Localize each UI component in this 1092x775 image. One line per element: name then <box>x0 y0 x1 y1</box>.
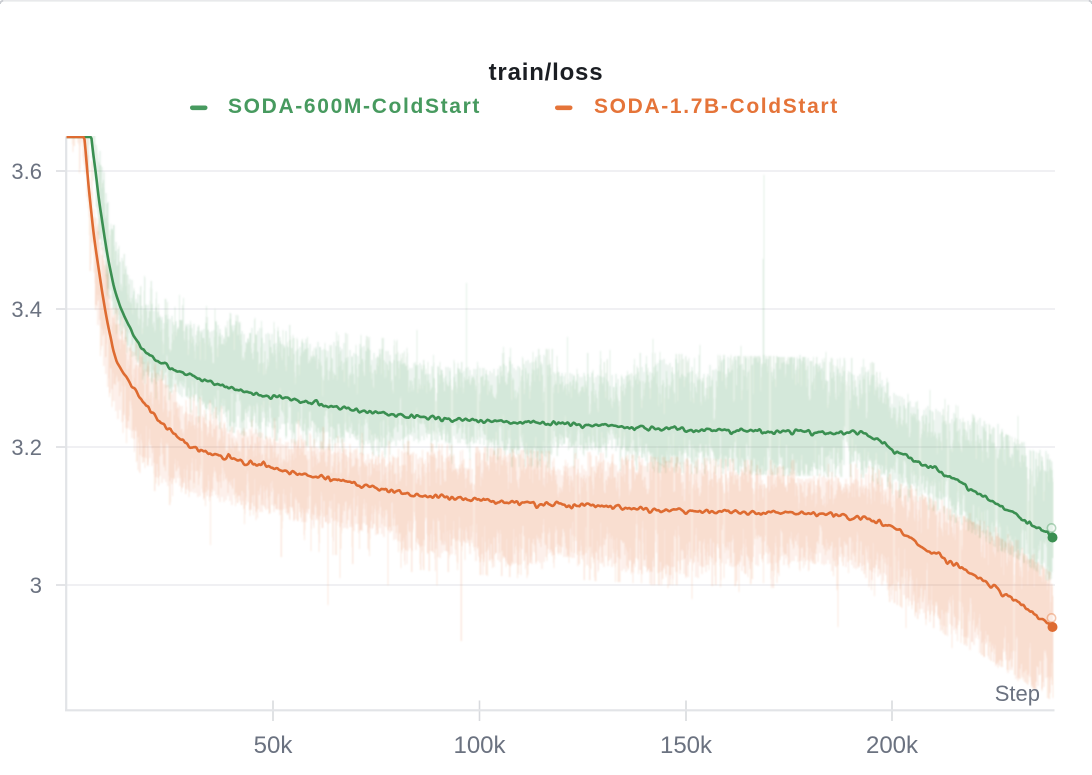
svg-text:SODA-600M-ColdStart: SODA-600M-ColdStart <box>228 95 481 118</box>
svg-text:3.2: 3.2 <box>11 435 42 460</box>
svg-text:3: 3 <box>30 573 42 598</box>
svg-text:200k: 200k <box>866 732 919 759</box>
svg-text:3.4: 3.4 <box>11 297 42 322</box>
svg-text:100k: 100k <box>453 732 506 759</box>
svg-text:Step: Step <box>995 681 1040 706</box>
svg-text:50k: 50k <box>254 732 294 759</box>
svg-text:150k: 150k <box>660 732 713 759</box>
svg-text:train/loss: train/loss <box>489 59 604 86</box>
svg-text:3.6: 3.6 <box>11 159 42 184</box>
svg-text:SODA-1.7B-ColdStart: SODA-1.7B-ColdStart <box>594 95 839 118</box>
